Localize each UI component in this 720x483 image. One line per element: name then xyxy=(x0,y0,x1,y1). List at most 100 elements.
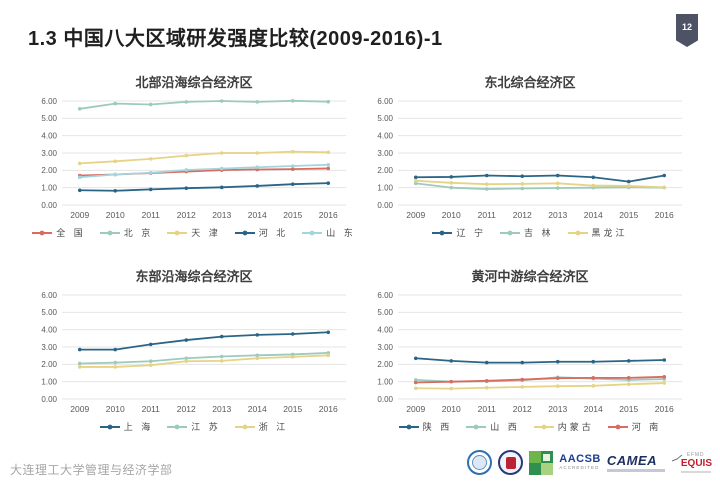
svg-text:4.00: 4.00 xyxy=(377,325,393,334)
legend-line-marker-icon xyxy=(302,230,323,235)
svg-text:2012: 2012 xyxy=(513,210,532,220)
chart-legend: 陕 西 山 西 内蒙古 河 南 xyxy=(362,420,698,433)
chart-title: 东部沿海综合经济区 xyxy=(135,269,253,284)
chart-legend: 全 国北 京天 津河 北山 东 xyxy=(26,226,362,239)
legend-line-marker-icon xyxy=(32,230,53,235)
svg-text:2015: 2015 xyxy=(619,210,638,220)
svg-text:5.00: 5.00 xyxy=(41,308,57,317)
svg-text:2.00: 2.00 xyxy=(41,360,57,369)
svg-text:1.00: 1.00 xyxy=(377,183,393,192)
chart-northeast: 东北综合经济区 0.00 1.00 2.00 3.00 4.00 5.00 6.00 2009… xyxy=(362,58,698,252)
legend-line-marker-icon xyxy=(234,424,255,429)
chart-title: 黄河中游综合经济区 xyxy=(471,269,589,284)
svg-text:2013: 2013 xyxy=(548,404,567,414)
legend-line-marker-icon xyxy=(99,230,120,235)
svg-text:3.00: 3.00 xyxy=(41,343,57,352)
equis-wordmark: EFMD EQUIS xyxy=(671,451,712,473)
svg-text:0.00: 0.00 xyxy=(41,201,57,210)
svg-text:2016: 2016 xyxy=(319,404,338,414)
legend-item: 北 京 xyxy=(99,226,154,239)
chart-grid: 北部沿海综合经济区 0.00 1.00 2.00 3.00 4.00 5.00 6.00 20… xyxy=(26,58,698,446)
svg-text:6.00: 6.00 xyxy=(41,291,57,300)
svg-text:4.00: 4.00 xyxy=(377,131,393,140)
chart-legend: 上 海江 苏浙 江 xyxy=(26,420,362,433)
page-number-badge: 12 xyxy=(676,14,698,47)
aacsb-text: AACSB xyxy=(559,453,601,466)
svg-text:2013: 2013 xyxy=(212,210,231,220)
svg-text:2015: 2015 xyxy=(283,404,302,414)
svg-text:6.00: 6.00 xyxy=(377,97,393,106)
svg-text:2015: 2015 xyxy=(283,210,302,220)
legend-item: 全 国 xyxy=(32,226,86,239)
aacsb-logo-icon xyxy=(529,450,554,475)
svg-text:2009: 2009 xyxy=(406,210,425,220)
legend-item: 山 东 xyxy=(302,226,356,239)
svg-text:5.00: 5.00 xyxy=(377,308,393,317)
svg-text:2013: 2013 xyxy=(548,210,567,220)
legend-label: 吉 林 xyxy=(523,228,554,238)
svg-text:2016: 2016 xyxy=(655,404,674,414)
svg-text:2014: 2014 xyxy=(584,210,603,220)
legend-label: 浙 江 xyxy=(258,422,289,432)
svg-text:6.00: 6.00 xyxy=(41,97,57,106)
page-number: 12 xyxy=(681,22,692,32)
svg-text:2016: 2016 xyxy=(319,210,338,220)
svg-text:2.00: 2.00 xyxy=(41,166,57,175)
svg-text:2016: 2016 xyxy=(655,210,674,220)
line-chart-plot: 0.00 1.00 2.00 3.00 4.00 5.00 6.00 2009 2010 2011… xyxy=(377,97,682,220)
svg-text:2011: 2011 xyxy=(142,210,161,220)
legend-item: 浙 江 xyxy=(234,420,289,433)
legend-line-marker-icon xyxy=(533,424,554,429)
legend-label: 陕 西 xyxy=(422,422,453,432)
svg-text:2011: 2011 xyxy=(478,404,497,414)
svg-text:3.00: 3.00 xyxy=(377,343,393,352)
legend-label: 辽 宁 xyxy=(456,228,486,238)
legend-label: 山 东 xyxy=(326,228,356,238)
legend-label: 天 津 xyxy=(191,228,221,238)
legend-item: 河 北 xyxy=(234,226,289,239)
svg-text:5.00: 5.00 xyxy=(41,114,57,123)
legend-item: 天 津 xyxy=(167,226,221,239)
legend-label: 内蒙古 xyxy=(557,422,594,432)
svg-text:2011: 2011 xyxy=(142,404,161,414)
aacsb-wordmark: AACSB ACCREDITED xyxy=(559,454,601,471)
legend-line-marker-icon xyxy=(234,230,255,235)
legend-item: 辽 宁 xyxy=(432,226,486,239)
legend-item: 内蒙古 xyxy=(533,420,594,433)
efmd-text: EFMD xyxy=(686,451,705,458)
legend-line-marker-icon xyxy=(99,424,120,429)
legend-line-marker-icon xyxy=(167,230,188,235)
svg-text:0.00: 0.00 xyxy=(41,395,57,404)
chart-east-coastal: 东部沿海综合经济区 0.00 1.00 2.00 3.00 4.00 5.00 6.00 20… xyxy=(26,252,362,446)
legend-label: 上 海 xyxy=(123,422,154,432)
legend-item: 黑龙江 xyxy=(567,226,628,239)
legend-item: 上 海 xyxy=(99,420,154,433)
svg-text:6.00: 6.00 xyxy=(377,291,393,300)
legend-item: 陕 西 xyxy=(398,420,453,433)
svg-text:2009: 2009 xyxy=(70,210,89,220)
svg-text:2010: 2010 xyxy=(106,404,125,414)
legend-label: 全 国 xyxy=(56,228,86,238)
svg-text:5.00: 5.00 xyxy=(377,114,393,123)
svg-text:2.00: 2.00 xyxy=(377,360,393,369)
university-seal-icon xyxy=(467,450,493,475)
camea-wordmark: CAMEA xyxy=(606,452,665,472)
efmd-tick-icon xyxy=(671,454,683,461)
svg-text:1.00: 1.00 xyxy=(377,377,393,386)
legend-label: 河 北 xyxy=(258,228,289,238)
legend-label: 北 京 xyxy=(123,228,154,238)
equis-text: EQUIS xyxy=(680,457,712,469)
svg-text:2010: 2010 xyxy=(442,404,461,414)
svg-text:2011: 2011 xyxy=(478,210,497,220)
svg-text:2010: 2010 xyxy=(442,210,461,220)
legend-item: 江 苏 xyxy=(167,420,221,433)
svg-text:2012: 2012 xyxy=(513,404,532,414)
legend-item: 吉 林 xyxy=(499,226,554,239)
camea-text: CAMEA xyxy=(606,452,658,468)
svg-text:1.00: 1.00 xyxy=(41,183,57,192)
legend-label: 山 西 xyxy=(490,422,520,432)
chart-title: 北部沿海综合经济区 xyxy=(135,75,253,90)
line-chart-plot: 0.00 1.00 2.00 3.00 4.00 5.00 6.00 2009 2010 2011… xyxy=(377,291,682,414)
svg-text:2014: 2014 xyxy=(248,404,267,414)
svg-text:1.00: 1.00 xyxy=(41,377,57,386)
